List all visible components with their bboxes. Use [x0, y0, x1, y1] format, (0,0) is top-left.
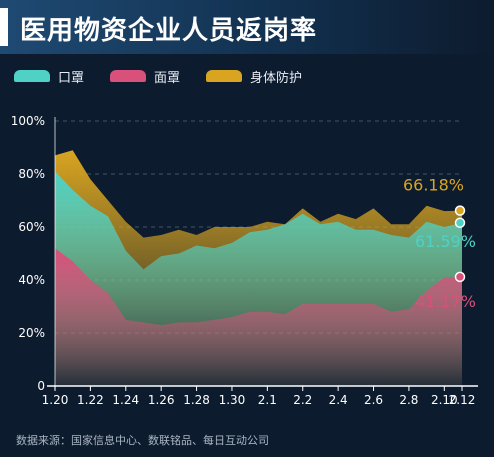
- x-tick-label: 1.26: [148, 393, 175, 407]
- title-accent-bar: [0, 8, 8, 46]
- y-tick-label: 40%: [18, 273, 45, 287]
- x-tick-label: 1.20: [42, 393, 69, 407]
- legend-item-body-protection: 身体防护: [206, 67, 302, 86]
- x-tick-label: 2.4: [329, 393, 348, 407]
- y-tick-label: 60%: [18, 220, 45, 234]
- series-area: [55, 248, 462, 386]
- series-end-marker: [454, 271, 466, 283]
- y-tick-label: 20%: [18, 326, 45, 340]
- legend-swatch-body-protection: [206, 70, 243, 82]
- x-tick-label: 2.8: [399, 393, 418, 407]
- legend-swatch-mask: [14, 70, 50, 82]
- x-tick-label: 1.24: [112, 393, 139, 407]
- x-tick-label: 1.22: [77, 393, 104, 407]
- series-end-value-label: 41.17%: [415, 292, 476, 311]
- x-tick-label: 2.10: [431, 393, 458, 407]
- y-tick-label: 0: [37, 379, 45, 393]
- x-tick-label: 2.12: [449, 393, 476, 407]
- series-end-marker: [454, 205, 466, 216]
- x-tick-label: 2.2: [293, 393, 312, 407]
- legend-label-face-shield: 面罩: [154, 70, 181, 86]
- series-end-marker: [454, 217, 466, 229]
- y-tick-label: 80%: [18, 167, 45, 181]
- y-tick-label: 100%: [11, 114, 45, 128]
- legend: 口罩 面罩 身体防护: [14, 64, 302, 88]
- x-tick-label: 2.6: [364, 393, 383, 407]
- chart-title: 医用物资企业人员返岗率: [20, 16, 318, 46]
- title-bar: 医用物资企业人员返岗率: [0, 0, 494, 54]
- area-chart: 0 20% 40% 60% 80% 100% 1.20 1.22 1.24 1.26 1.28 1.3…: [11, 114, 478, 407]
- x-tick-label: 1.30: [219, 393, 246, 407]
- data-source-note: 数据来源：国家信息中心、数联铭品、每日互动公司: [16, 434, 269, 447]
- series-end-value-label: 61.59%: [415, 232, 476, 251]
- x-tick-label: 2.1: [258, 393, 277, 407]
- legend-item-face-shield: 面罩: [110, 67, 180, 86]
- x-tick-label: 1.28: [183, 393, 210, 407]
- legend-swatch-face-shield: [110, 70, 147, 82]
- legend-label-mask: 口罩: [58, 70, 85, 86]
- series-end-value-label: 66.18%: [403, 176, 464, 195]
- legend-item-mask: 口罩: [14, 67, 84, 86]
- legend-label-body-protection: 身体防护: [250, 70, 303, 86]
